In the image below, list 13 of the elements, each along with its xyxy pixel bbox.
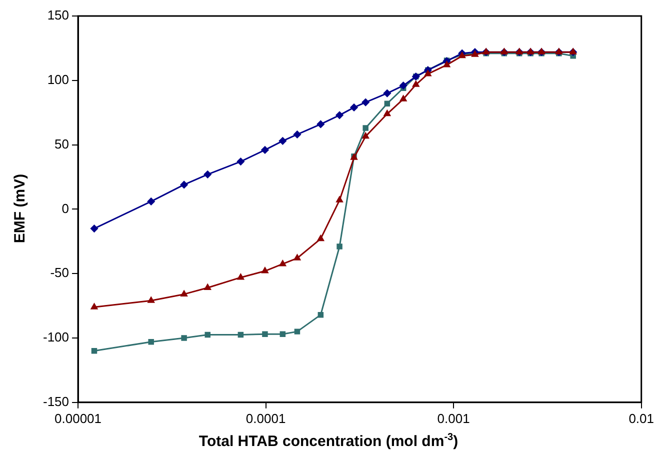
y-tick-label: 0: [62, 200, 70, 216]
y-tick-label: -100: [42, 330, 70, 345]
x-tick-label: 0.00001: [54, 410, 102, 426]
y-tick-label: 100: [47, 72, 70, 87]
y-tick-label: 150: [47, 8, 70, 23]
y-tick-label: -150: [42, 394, 70, 409]
x-tick-label: 0.001: [437, 410, 470, 426]
y-axis-title: EMF (mV): [12, 172, 28, 246]
x-tick-label: 0.01: [628, 410, 654, 426]
y-tick-label: -50: [50, 265, 70, 280]
y-tick-label: 50: [54, 136, 70, 152]
x-tick-label: 0.0001: [246, 410, 286, 426]
x-axis-title: Total HTAB concentration (mol dm$^{-3}$): [198, 432, 460, 450]
